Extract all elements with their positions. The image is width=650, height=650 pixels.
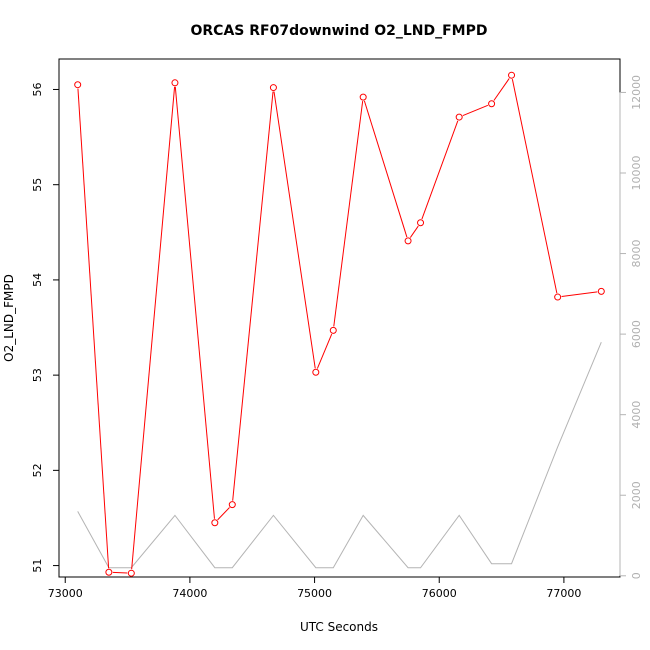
data-point [74, 81, 82, 89]
series-segment [421, 120, 459, 220]
series-segment [77, 88, 110, 569]
data-point [597, 287, 605, 295]
y-axis-label: O2_LND_FMPD [2, 274, 16, 362]
y2-tick-label: 2000 [630, 481, 643, 509]
series-segment [333, 100, 364, 327]
x-tick-label: 75000 [297, 587, 332, 600]
series-segment [217, 507, 230, 521]
data-point [127, 569, 135, 577]
y2-tick-label: 10000 [630, 155, 643, 190]
series-segment [112, 571, 128, 574]
y2-tick-label: 12000 [630, 75, 643, 110]
x-tick-label: 73000 [48, 587, 83, 600]
y-tick-label: 55 [31, 178, 44, 192]
series-segment [273, 91, 316, 369]
data-point [171, 79, 179, 87]
series-segment [561, 291, 598, 298]
x-axis-label: UTC Seconds [300, 620, 378, 634]
data-point [488, 100, 496, 108]
data-point [508, 71, 516, 79]
y-axis-right: 0 2000 4000 6000 8000 10000 12000 [619, 75, 643, 579]
chart-title: ORCAS RF07downwind O2_LND_FMPD [191, 23, 488, 39]
data-point [404, 237, 412, 245]
y2-tick-label: 6000 [630, 320, 643, 348]
series-segment [363, 100, 408, 238]
series-segment [511, 79, 558, 294]
plot-frame [58, 58, 621, 578]
y-tick-label: 56 [31, 82, 44, 96]
y-tick-label: 51 [31, 559, 44, 573]
y-tick-label: 54 [31, 273, 44, 287]
y2-tick-label: 0 [630, 572, 643, 579]
series-segment [131, 86, 176, 570]
series-segment [174, 86, 215, 519]
y-tick-label: 53 [31, 368, 44, 382]
data-point [312, 368, 320, 376]
data-point [554, 293, 562, 301]
data-point [359, 93, 367, 101]
x-axis: 73000 74000 75000 76000 77000 [48, 576, 581, 600]
data-point [211, 519, 219, 527]
series-line-right-axis [77, 341, 602, 569]
series-segment [232, 91, 274, 501]
series-segment [462, 104, 489, 117]
data-point [105, 568, 113, 576]
series-segment [493, 78, 510, 101]
y-tick-label: 52 [31, 463, 44, 477]
series-layer [74, 71, 605, 577]
x-tick-label: 74000 [172, 587, 207, 600]
data-point [228, 501, 236, 509]
series-segment [409, 225, 419, 238]
y-axis-left: 51 52 53 54 55 56 [31, 82, 59, 573]
data-point [329, 326, 337, 334]
data-point [269, 84, 277, 92]
x-tick-label: 76000 [422, 587, 457, 600]
data-point [417, 219, 425, 227]
y2-tick-label: 4000 [630, 401, 643, 429]
series-segment [316, 333, 333, 369]
y2-tick-label: 8000 [630, 240, 643, 268]
data-point [455, 113, 463, 121]
x-tick-label: 77000 [546, 587, 581, 600]
